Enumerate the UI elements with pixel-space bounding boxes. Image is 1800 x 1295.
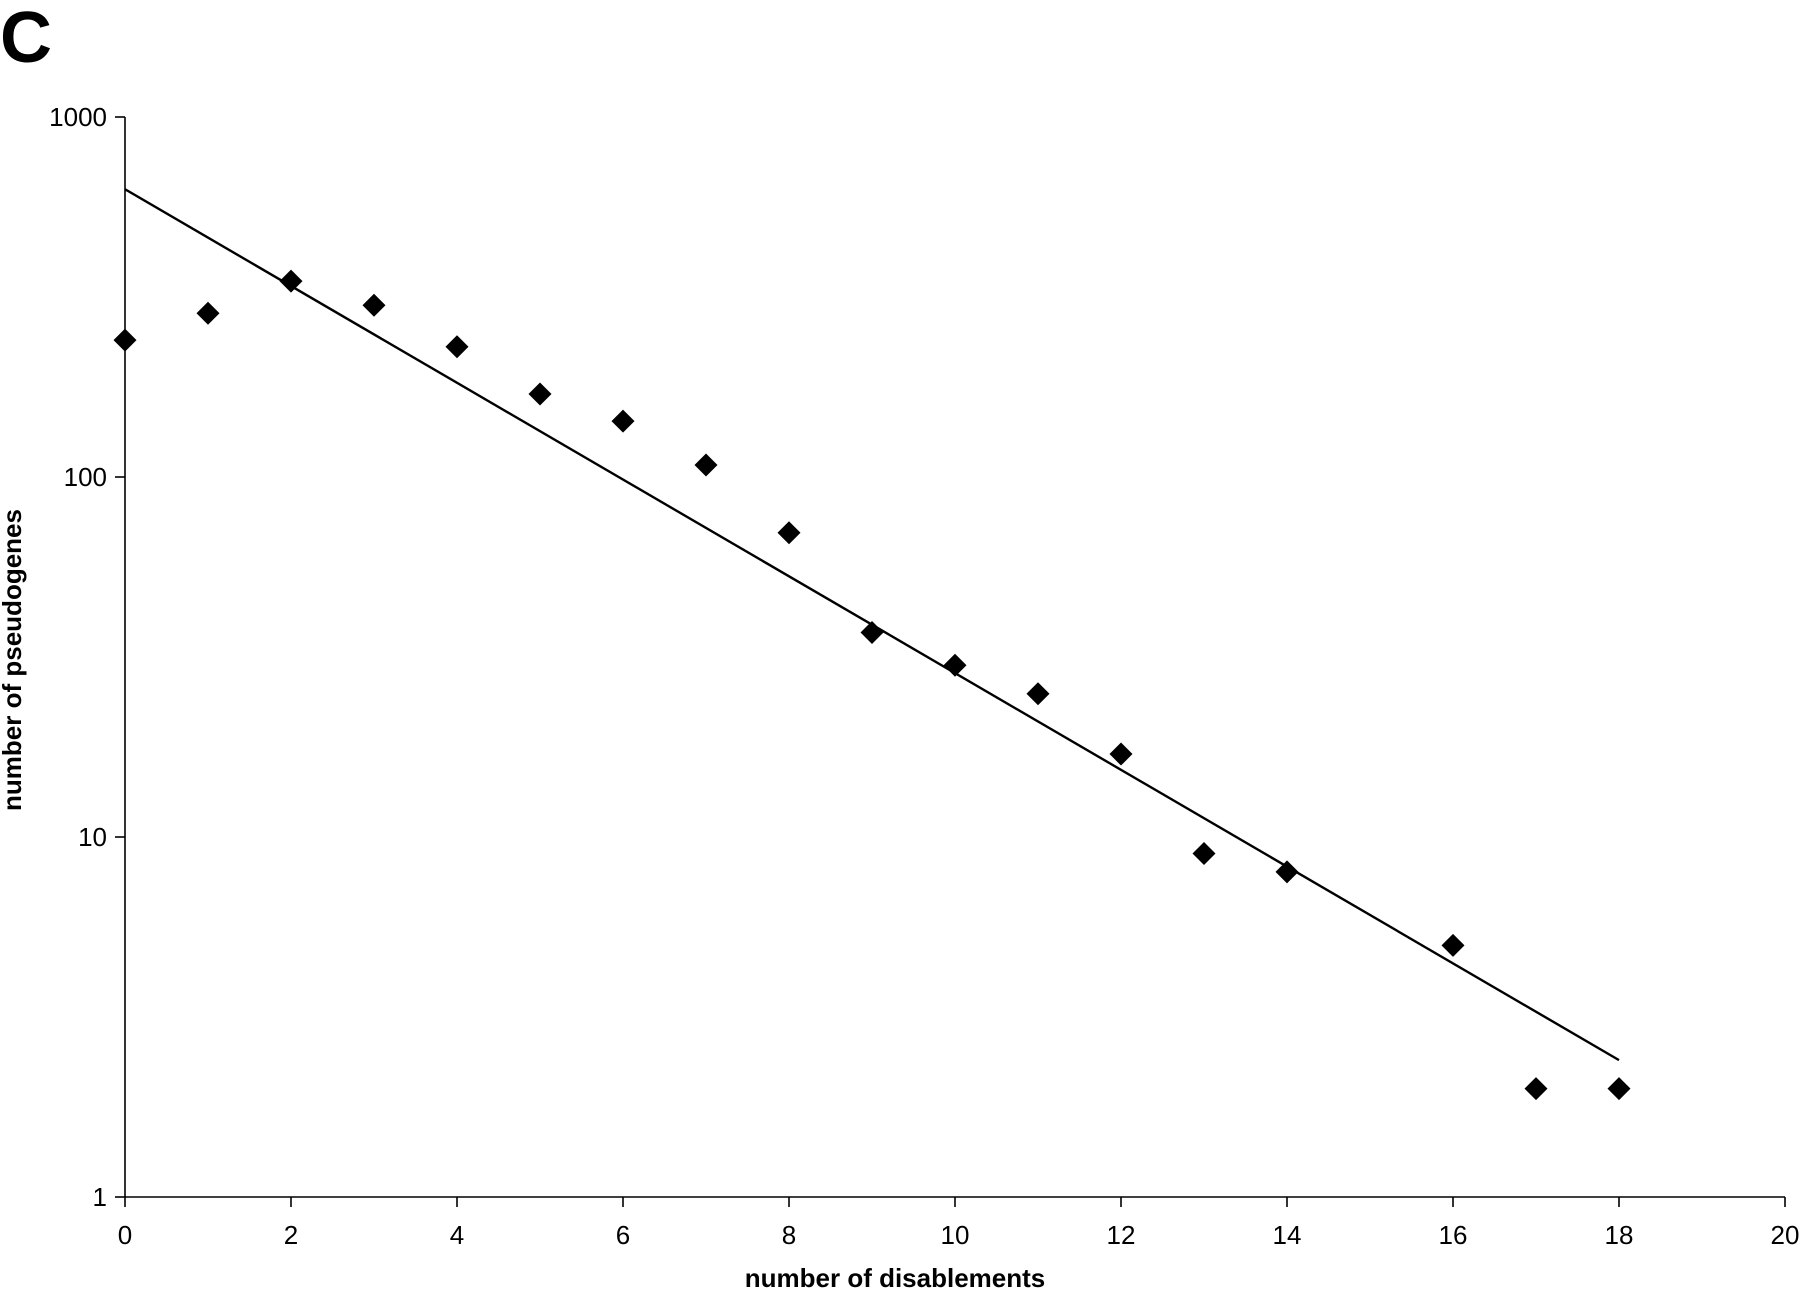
data-points: [113, 269, 1631, 1101]
data-point: [445, 335, 469, 359]
x-axis-title: number of disablements: [745, 1263, 1046, 1293]
x-tick-label: 14: [1273, 1220, 1302, 1250]
data-point: [694, 453, 718, 477]
data-point: [1026, 682, 1050, 706]
x-tick-label: 0: [118, 1220, 132, 1250]
data-point: [113, 328, 137, 352]
data-point: [1275, 860, 1299, 884]
data-point: [860, 620, 884, 644]
x-tick-label: 6: [616, 1220, 630, 1250]
x-tick-label: 12: [1107, 1220, 1136, 1250]
x-tick-label: 2: [284, 1220, 298, 1250]
x-tick-label: 4: [450, 1220, 464, 1250]
x-axis-ticks: 0 2 4 6 8 10 12 14 16 18 20: [118, 1197, 1800, 1250]
y-tick-label: 100: [64, 462, 107, 492]
data-point: [1192, 841, 1216, 865]
x-tick-label: 10: [941, 1220, 970, 1250]
data-point: [1524, 1077, 1548, 1101]
data-point: [196, 301, 220, 325]
data-point: [777, 521, 801, 545]
panel-label: C: [0, 0, 52, 78]
data-point: [279, 269, 303, 293]
x-tick-label: 20: [1771, 1220, 1800, 1250]
y-tick-label: 1: [93, 1182, 107, 1212]
data-point: [528, 382, 552, 406]
x-tick-label: 16: [1439, 1220, 1468, 1250]
data-point: [1441, 933, 1465, 957]
y-tick-label: 1000: [49, 102, 107, 132]
y-tick-label: 10: [78, 822, 107, 852]
x-tick-label: 18: [1605, 1220, 1634, 1250]
y-axis-title: number of pseudogenes: [0, 509, 27, 811]
data-point: [1607, 1077, 1631, 1101]
y-axis-ticks: 1 10 100 1000: [49, 102, 125, 1212]
data-point: [943, 653, 967, 677]
data-point: [362, 293, 386, 317]
data-point: [611, 409, 635, 433]
x-tick-label: 8: [782, 1220, 796, 1250]
data-point: [1109, 742, 1133, 766]
